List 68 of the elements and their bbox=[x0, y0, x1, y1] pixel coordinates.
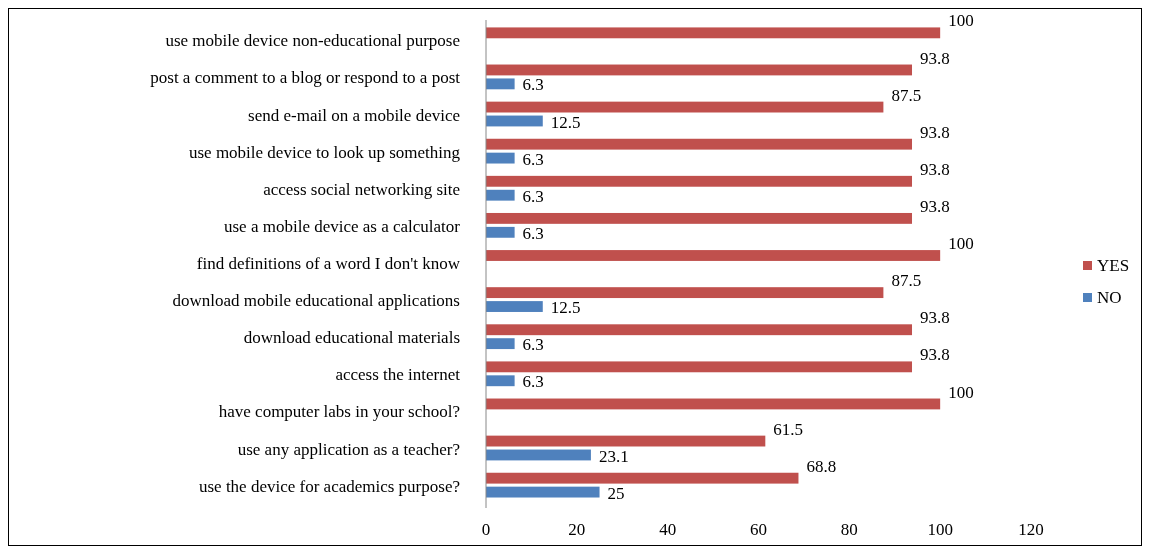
data-label: 6.3 bbox=[522, 149, 544, 169]
data-label: 68.8 bbox=[806, 456, 837, 476]
y-tick-label: find definitions of a word I don't know bbox=[196, 254, 461, 273]
data-label: 93.8 bbox=[920, 122, 950, 142]
x-tick-label: 60 bbox=[750, 520, 767, 539]
bar bbox=[486, 175, 913, 187]
bar bbox=[486, 226, 515, 238]
y-tick-label: download mobile educational applications bbox=[172, 291, 460, 311]
bar bbox=[486, 361, 913, 373]
x-tick-label: 120 bbox=[1018, 520, 1044, 539]
data-label: 93.8 bbox=[920, 308, 950, 328]
data-label: 100 bbox=[948, 382, 974, 402]
data-label: 6.3 bbox=[522, 335, 544, 355]
bar bbox=[486, 287, 884, 299]
y-tick-label: access social networking site bbox=[263, 179, 460, 199]
y-tick-label: post a comment to a blog or respond to a post bbox=[150, 68, 461, 88]
data-label: 93.8 bbox=[920, 345, 950, 365]
bar bbox=[486, 138, 913, 150]
x-tick-label: 40 bbox=[659, 520, 677, 539]
x-tick-label: 20 bbox=[568, 520, 586, 539]
data-label: 6.3 bbox=[522, 186, 544, 206]
data-label: 87.5 bbox=[891, 271, 922, 291]
data-label: 12.5 bbox=[550, 298, 581, 318]
x-tick-label: 80 bbox=[840, 520, 858, 539]
data-label: 87.5 bbox=[891, 85, 922, 105]
x-tick-label: 100 bbox=[927, 520, 953, 539]
y-tick-label: use any application as a teacher? bbox=[237, 439, 460, 459]
y-tick-label: use mobile device non-educational purpose bbox=[165, 31, 460, 51]
bar bbox=[486, 338, 515, 350]
x-tick-label: 0 bbox=[481, 520, 491, 539]
data-label: 93.8 bbox=[920, 196, 950, 216]
y-tick-label: have computer labs in your school? bbox=[218, 402, 460, 422]
bar bbox=[486, 486, 600, 498]
data-label: 12.5 bbox=[550, 112, 581, 132]
y-tick-label: access the internet bbox=[335, 365, 461, 385]
data-label: 100 bbox=[948, 11, 974, 31]
y-tick-label: use a mobile device as a calculator bbox=[224, 216, 461, 236]
bar bbox=[486, 435, 766, 447]
bar bbox=[486, 375, 515, 387]
legend-label: NO bbox=[1097, 288, 1122, 307]
bar bbox=[486, 472, 799, 484]
bar bbox=[486, 115, 543, 127]
y-tick-label: use mobile device to look up something bbox=[188, 142, 461, 162]
bar bbox=[486, 301, 543, 312]
bar bbox=[486, 78, 515, 90]
data-label: 6.3 bbox=[522, 223, 544, 243]
legend-label: YES bbox=[1097, 256, 1130, 275]
bar bbox=[486, 101, 884, 113]
y-tick-label: download educational materials bbox=[243, 328, 460, 348]
bar bbox=[486, 449, 591, 461]
data-label: 93.8 bbox=[920, 159, 950, 179]
data-label: 61.5 bbox=[773, 419, 804, 439]
data-label: 6.3 bbox=[522, 372, 544, 392]
y-tick-label: send e-mail on a mobile device bbox=[248, 105, 460, 125]
bar bbox=[486, 250, 941, 261]
data-label: 6.3 bbox=[522, 75, 544, 95]
bar bbox=[486, 152, 515, 164]
data-label: 93.8 bbox=[920, 48, 950, 68]
bar bbox=[486, 324, 913, 336]
y-tick-label: use the device for academics purpose? bbox=[198, 476, 460, 496]
bar bbox=[486, 189, 515, 201]
data-label: 23.1 bbox=[598, 446, 629, 466]
bar bbox=[486, 398, 941, 410]
data-label: 25 bbox=[607, 483, 625, 503]
bar bbox=[486, 212, 913, 224]
bar bbox=[486, 27, 941, 39]
bar bbox=[486, 64, 913, 76]
data-label: 100 bbox=[948, 234, 974, 254]
